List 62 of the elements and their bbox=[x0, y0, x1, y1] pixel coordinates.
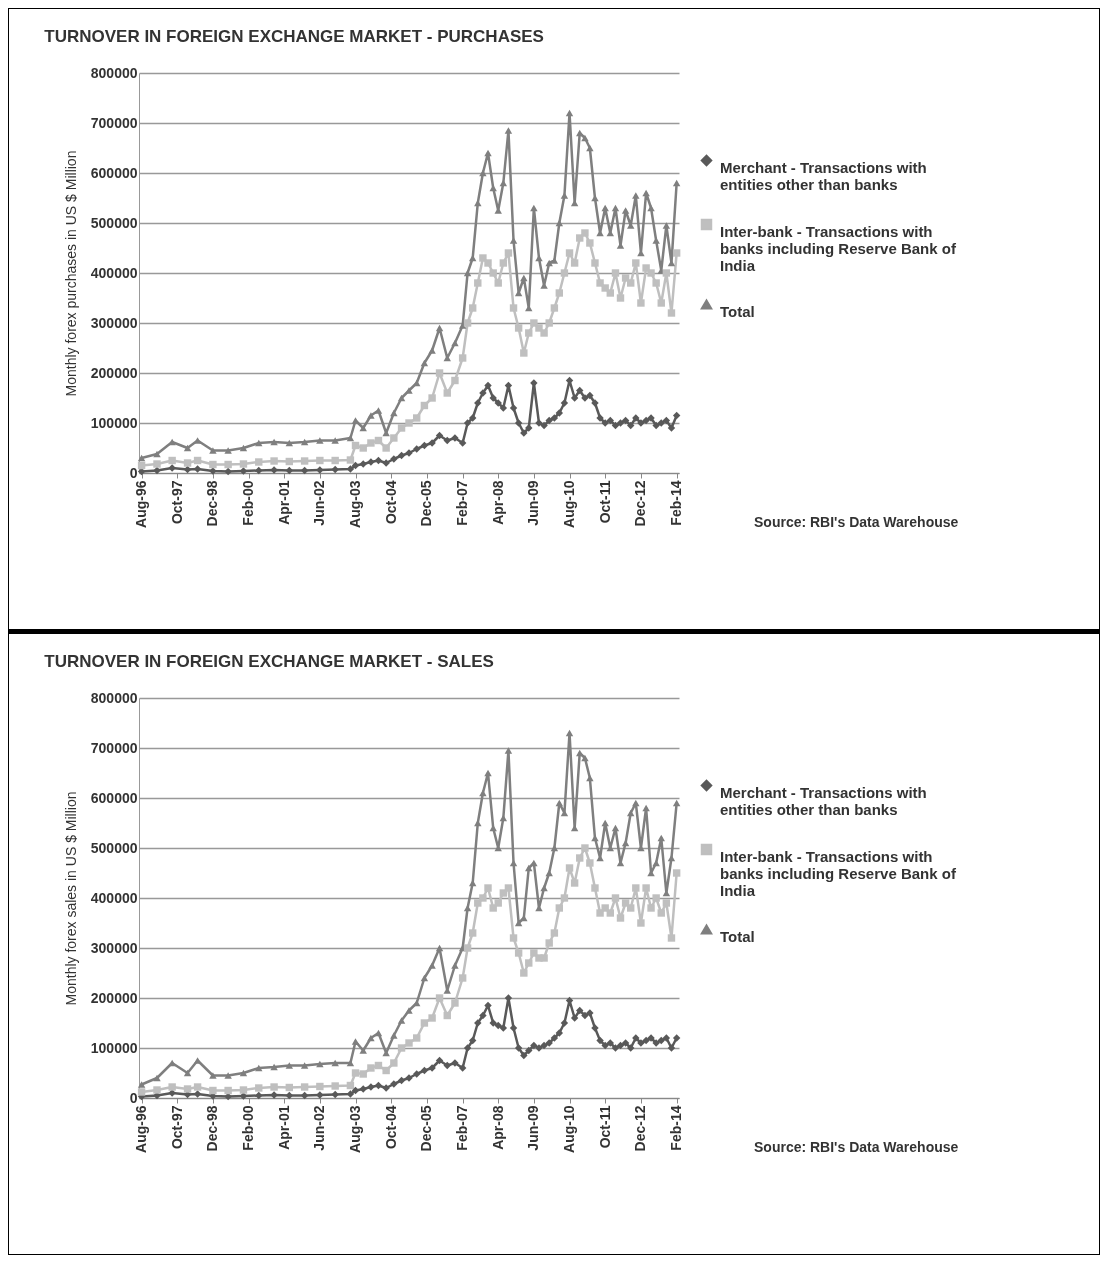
y-tick-label: 800000 bbox=[90, 689, 138, 706]
x-tick-label: Oct-11 bbox=[596, 1105, 613, 1149]
y-tick-label: 300000 bbox=[90, 939, 138, 956]
y-tick-label: 500000 bbox=[90, 839, 138, 856]
x-tick-label: Dec-12 bbox=[632, 480, 649, 527]
x-tick-label: Oct-11 bbox=[596, 480, 613, 524]
x-tick-label: Oct-97 bbox=[168, 480, 185, 525]
source-note: Source: RBI's Data Warehouse bbox=[754, 1139, 959, 1155]
x-tick-label: Jun-02 bbox=[311, 480, 328, 526]
x-tick-label: Dec-98 bbox=[204, 480, 221, 527]
x-tick-label: Aug-96 bbox=[133, 1105, 150, 1153]
x-tick-label: Aug-03 bbox=[347, 1105, 364, 1153]
x-tick-label: Jun-09 bbox=[525, 1105, 542, 1151]
x-tick-label: Feb-00 bbox=[240, 480, 257, 526]
chart-title: TURNOVER IN FOREIGN EXCHANGE MARKET - SALES bbox=[44, 652, 494, 671]
y-tick-label: 400000 bbox=[90, 264, 138, 281]
y-tick-label: 0 bbox=[129, 1089, 138, 1106]
x-tick-label: Aug-03 bbox=[347, 480, 364, 528]
y-tick-label: 200000 bbox=[90, 364, 138, 381]
y-tick-label: 600000 bbox=[90, 789, 138, 806]
y-tick-label: 0 bbox=[129, 464, 138, 481]
y-tick-label: 100000 bbox=[90, 1039, 138, 1056]
x-tick-label: Apr-01 bbox=[275, 1105, 292, 1150]
x-tick-label: Jun-09 bbox=[525, 480, 542, 526]
y-axis-title: Monthly forex purchases in US $ Million bbox=[62, 150, 79, 397]
y-tick-label: 300000 bbox=[90, 314, 138, 331]
x-tick-label: Dec-05 bbox=[418, 1105, 435, 1152]
y-tick-label: 800000 bbox=[90, 64, 138, 81]
legend-label: Total bbox=[720, 927, 755, 945]
x-tick-label: Feb-07 bbox=[454, 1105, 471, 1151]
x-tick-label: Aug-10 bbox=[561, 1105, 578, 1153]
x-tick-label: Oct-04 bbox=[382, 1105, 399, 1150]
x-tick-label: Apr-01 bbox=[275, 480, 292, 525]
x-tick-label: Apr-08 bbox=[489, 1105, 506, 1150]
x-tick-label: Feb-00 bbox=[240, 1105, 257, 1151]
legend-label: Total bbox=[720, 302, 755, 320]
y-tick-label: 600000 bbox=[90, 164, 138, 181]
chart-title: TURNOVER IN FOREIGN EXCHANGE MARKET - PURCHASES bbox=[44, 27, 544, 46]
x-tick-label: Feb-14 bbox=[668, 1105, 685, 1151]
y-tick-label: 700000 bbox=[90, 114, 138, 131]
y-tick-label: 700000 bbox=[90, 739, 138, 756]
x-tick-label: Feb-07 bbox=[454, 480, 471, 526]
x-tick-label: Apr-08 bbox=[489, 480, 506, 525]
legend-label: Inter-bank - Transactions with banks including Reserve Bank of India bbox=[720, 847, 957, 899]
x-tick-label: Dec-98 bbox=[204, 1105, 221, 1152]
legend-label: Merchant - Transactions with entities other than banks bbox=[720, 783, 927, 818]
y-axis-title: Monthly forex sales in US $ Million bbox=[62, 791, 79, 1006]
x-tick-label: Feb-14 bbox=[668, 480, 685, 526]
y-tick-label: 100000 bbox=[90, 414, 138, 431]
legend-label: Merchant - Transactions with entities other than banks bbox=[720, 158, 927, 193]
source-note: Source: RBI's Data Warehouse bbox=[754, 514, 959, 530]
y-tick-label: 400000 bbox=[90, 889, 138, 906]
x-tick-label: Dec-05 bbox=[418, 480, 435, 527]
x-tick-label: Aug-96 bbox=[133, 480, 150, 528]
x-tick-label: Oct-97 bbox=[168, 1105, 185, 1150]
y-tick-label: 200000 bbox=[90, 989, 138, 1006]
legend-label: Inter-bank - Transactions with banks including Reserve Bank of India bbox=[720, 222, 957, 274]
x-tick-label: Oct-04 bbox=[382, 480, 399, 525]
x-tick-label: Jun-02 bbox=[311, 1105, 328, 1151]
y-tick-label: 500000 bbox=[90, 214, 138, 231]
x-tick-label: Aug-10 bbox=[561, 480, 578, 528]
x-tick-label: Dec-12 bbox=[632, 1105, 649, 1152]
